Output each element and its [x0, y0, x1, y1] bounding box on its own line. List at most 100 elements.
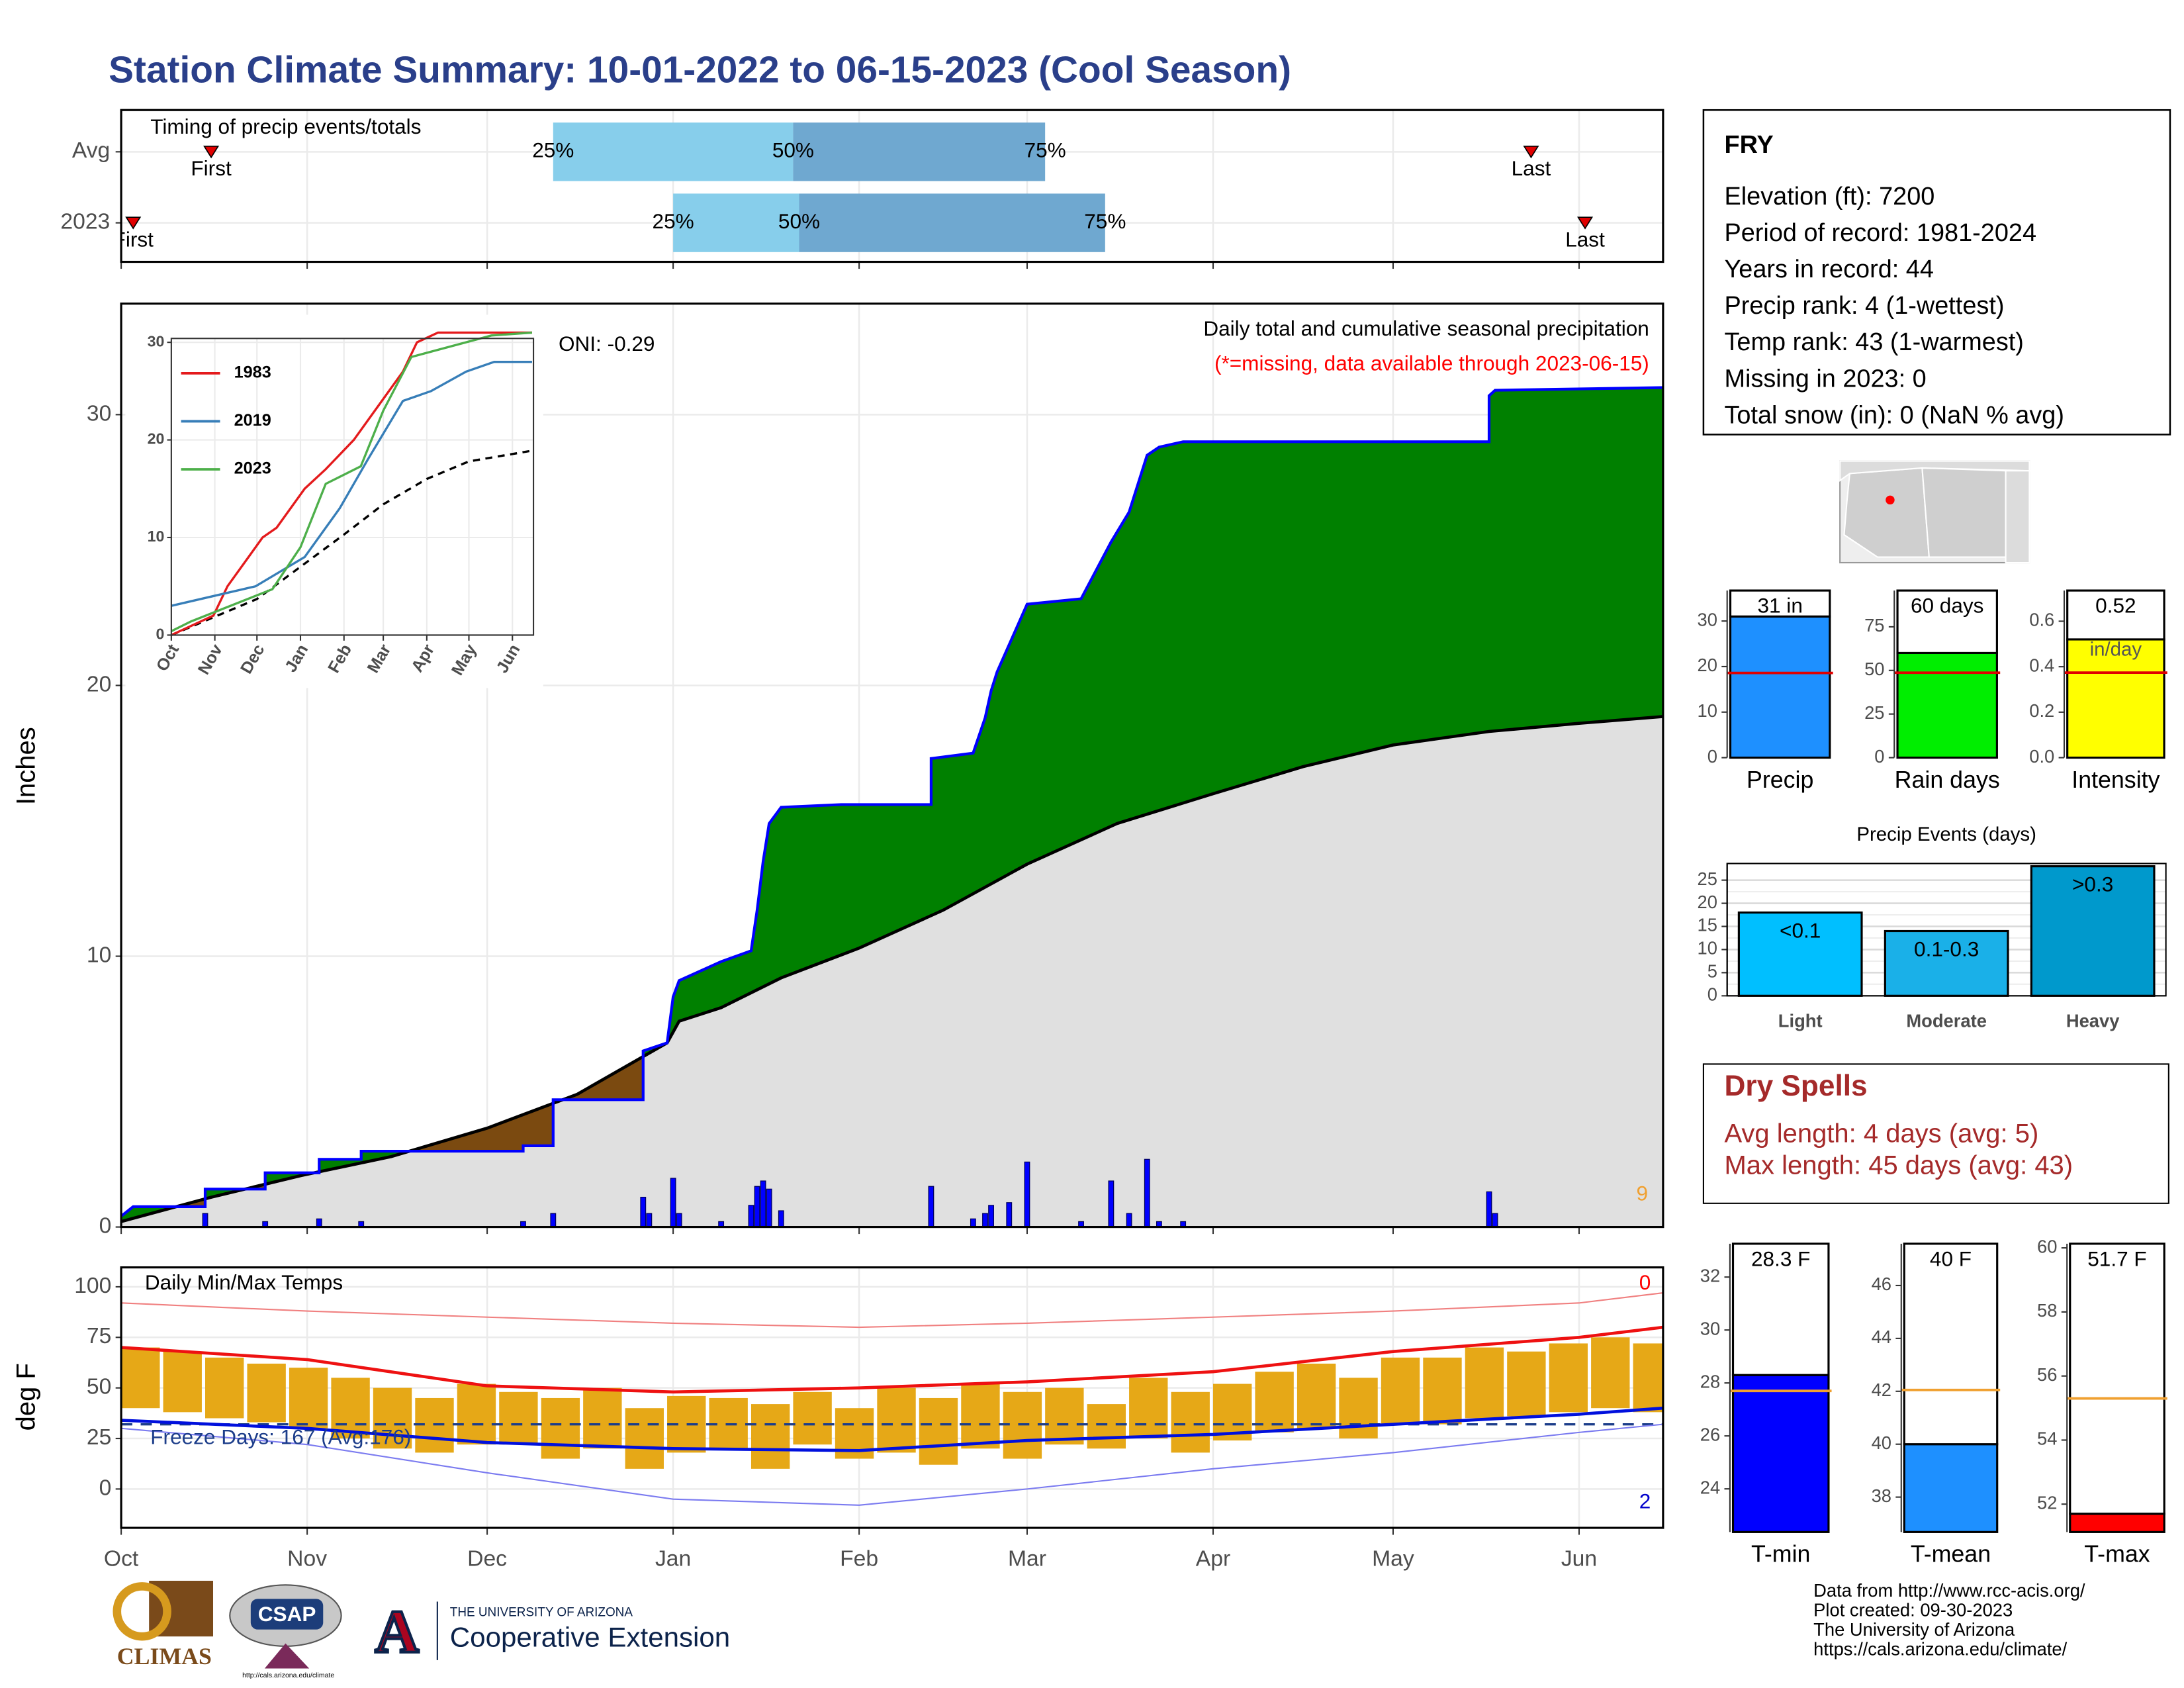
y-tick-label: 10: [1698, 700, 1717, 721]
daily-temp-bar: [373, 1387, 412, 1449]
y-tick-label: 0.6: [2029, 610, 2054, 630]
quartile-label: 25%: [532, 138, 574, 162]
station-box: [1702, 109, 2171, 436]
legend-label: 2023: [234, 459, 271, 478]
daily-temp-bar: [331, 1378, 370, 1439]
csap-badge: [250, 1599, 324, 1630]
x-tick-label: May: [1372, 1546, 1414, 1571]
y-tick-label: 30: [1698, 609, 1717, 630]
y-tick-label: 0: [1874, 746, 1884, 767]
quartile-bar: [793, 122, 1046, 181]
y-tick-label: 25: [1864, 702, 1884, 723]
daily-temp-bar: [1507, 1351, 1546, 1417]
daily-precip-bar: [982, 1213, 988, 1228]
daily-precip-bar: [1006, 1202, 1013, 1228]
quartile-bar: [553, 122, 794, 181]
y-tick-label: 10: [148, 528, 165, 545]
category-label: Precip: [1747, 767, 1813, 793]
y-tick-label: 28: [1700, 1371, 1720, 1391]
daily-precip-bar: [1492, 1213, 1498, 1228]
daily-precip-bar: [760, 1180, 766, 1228]
csap-mountain: [264, 1643, 310, 1669]
bar: [1896, 651, 1998, 759]
daily-temp-bar: [919, 1397, 958, 1465]
daily-temp-bar: [793, 1391, 832, 1445]
quartile-bar: [799, 193, 1105, 252]
daily-temp-bar: [247, 1364, 286, 1423]
value-label: 51.7 F: [2087, 1246, 2146, 1270]
bar: [1729, 615, 1831, 759]
panel-frame: [120, 1266, 1664, 1529]
y-tick-label: 75: [1864, 615, 1884, 635]
dry-spells-box: [1702, 1063, 2169, 1204]
y-tick-label: 0: [99, 1476, 112, 1500]
timing-marker: [203, 146, 220, 159]
quartile-label: 50%: [778, 209, 820, 233]
record-high-line: [121, 1292, 1663, 1329]
y-tick-label: 32: [1700, 1265, 1720, 1286]
timing-marker-label: Last: [1512, 156, 1551, 180]
station-line: Years in record: 44: [1724, 256, 1933, 283]
y-tick-label: 30: [1700, 1318, 1720, 1338]
climas-logo-text: CLIMAS: [117, 1643, 212, 1669]
panel-frame: [120, 303, 1664, 1229]
record-high-count: 0: [1639, 1270, 1651, 1294]
inset-frame: [170, 338, 535, 636]
csap-logo-text: CSAP: [258, 1602, 316, 1626]
daily-temp-bar: [1171, 1391, 1210, 1453]
panel-frame: [120, 109, 1664, 263]
ua-logo: A: [375, 1599, 419, 1666]
bar: [2069, 1513, 2165, 1533]
y-tick-label: 100: [74, 1274, 111, 1298]
page-title: Station Climate Summary: 10-01-2022 to 0…: [109, 49, 1291, 91]
y-tick-label: 20: [87, 672, 111, 696]
daily-temp-bar: [625, 1408, 664, 1469]
daily-precip-bar: [640, 1196, 647, 1228]
daily-temp-bar: [289, 1368, 328, 1429]
chart-subtitle: (*=missing, data available through 2023-…: [1214, 352, 1649, 375]
y-tick-label: 75: [87, 1324, 111, 1348]
value-box: [1729, 589, 1831, 618]
timing-marker-label: First: [113, 227, 154, 251]
daily-temp-bar: [1255, 1372, 1294, 1432]
daily-precip-bar: [550, 1213, 557, 1228]
credit-line: https://cals.arizona.edu/climate/: [1813, 1638, 2067, 1659]
chart-title: Precip Events (days): [1856, 823, 2036, 845]
x-tick-label: Mar: [1008, 1546, 1046, 1571]
daily-temp-bar: [583, 1387, 622, 1449]
daily-temp-bar: [1297, 1364, 1336, 1429]
y-tick-label: 42: [1872, 1380, 1891, 1400]
daily-temp-bar: [1129, 1378, 1168, 1439]
y-tick-label: 0: [99, 1213, 112, 1238]
daily-temp-bar: [205, 1357, 244, 1419]
x-tick-label: Feb: [840, 1546, 878, 1571]
row-label: 2023: [60, 210, 110, 234]
logos: CLIMAS CSAP http://cals.arizona.edu/clim…: [113, 1580, 730, 1679]
threshold-label: 0.1-0.3: [1914, 937, 1979, 961]
daily-precip-bar: [670, 1178, 676, 1228]
y-tick-label: 46: [1872, 1274, 1891, 1294]
y-tick-label: 58: [2037, 1300, 2057, 1321]
y-tick-label: 10: [1698, 938, 1717, 959]
daily-precip-bar: [748, 1205, 754, 1228]
daily-temp-bar: [1423, 1357, 1462, 1425]
y-tick-label: 60: [2037, 1236, 2057, 1256]
map-state: [2005, 470, 2030, 564]
station-line: Temp rank: 43 (1-warmest): [1724, 328, 2023, 356]
climas-logo-ring: [113, 1582, 171, 1641]
x-tick-label: Jun: [1561, 1546, 1597, 1571]
value-box: [1731, 1243, 1830, 1376]
daily-temp-bar: [499, 1391, 538, 1445]
daily-temp-bar: [457, 1383, 496, 1445]
bar: [2030, 865, 2156, 997]
y-tick-label: 52: [2037, 1492, 2057, 1513]
daily-temp-bar: [541, 1397, 580, 1459]
y-tick-label: 10: [87, 943, 111, 967]
locator-map: [1839, 460, 2030, 564]
category-label: Rain days: [1895, 767, 2000, 793]
daily-precip-bar: [676, 1213, 682, 1228]
category-label: Intensity: [2071, 767, 2160, 793]
y-tick-label: 54: [2037, 1429, 2057, 1449]
value-box: [2066, 589, 2165, 641]
